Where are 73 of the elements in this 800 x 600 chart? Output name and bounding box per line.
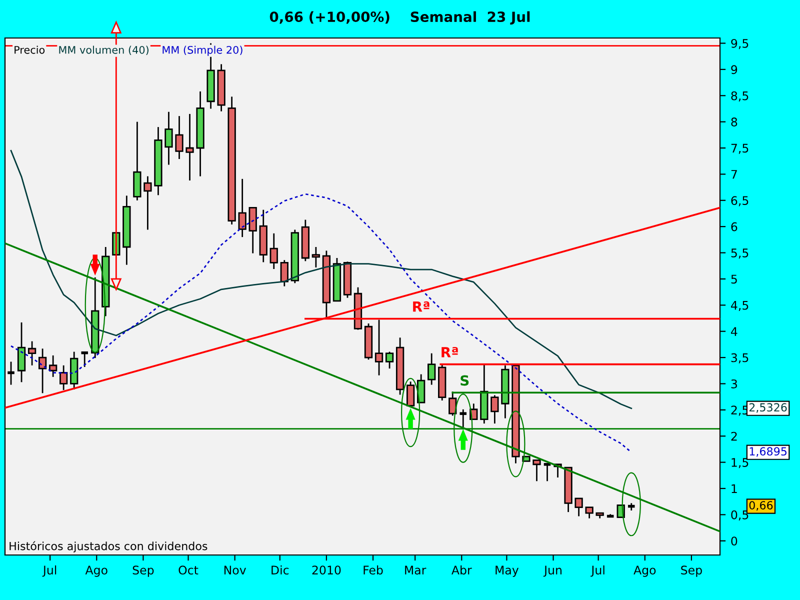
x-tick-label: Jun (543, 566, 562, 577)
candlestick (417, 374, 426, 404)
candlestick (448, 390, 457, 416)
annotation: S (460, 375, 469, 386)
candlestick (164, 111, 173, 166)
y-tick-label: 3 (731, 379, 737, 388)
candlestick (60, 364, 68, 391)
candlestick (585, 506, 594, 520)
y-tick-label: 5 (731, 274, 737, 284)
line-series (10, 150, 632, 410)
candlestick (238, 178, 246, 238)
y-tick-label: 7,5 (731, 144, 748, 154)
x-tick-label: Mar (405, 566, 426, 575)
line-series (10, 193, 632, 454)
candlestick (280, 259, 288, 287)
y-tick-label: 4 (730, 327, 738, 336)
candlestick (144, 176, 152, 230)
y-tick-label: 9 (731, 65, 738, 74)
text: MM (Simple 20) (162, 46, 242, 56)
chart-title: 0,66 (+10,00%) Semanal 23 Jul (270, 11, 530, 25)
candlestick (17, 322, 26, 383)
candlestick (80, 351, 90, 368)
y-tick-label: 7 (731, 170, 737, 179)
x-tick-label: Sep (132, 566, 154, 577)
x-tick-label: 2010 (312, 566, 341, 575)
x-tick-label: Dic (272, 565, 289, 575)
y-tick-label: 8 (731, 118, 738, 126)
y-tick-label: 6,5 (731, 196, 748, 206)
y-tick-label: 2 (731, 432, 737, 441)
x-tick-label: Jul (590, 565, 604, 577)
candlestick (490, 394, 499, 424)
y-tick-label: 9,5 (731, 38, 748, 50)
annotation: Históricos ajustados con dividendos (10, 541, 208, 552)
x-tick-label: Sep (681, 566, 702, 577)
candlestick (458, 408, 468, 428)
candlestick (270, 232, 278, 270)
annotation: Rª (442, 346, 458, 358)
candlestick (385, 351, 394, 370)
y-tick-label: 5,5 (731, 248, 748, 259)
text: Precio (14, 46, 45, 54)
x-tick-label: May (496, 566, 519, 577)
y-tick-label: 8,5 (731, 91, 748, 102)
candlestick (312, 246, 320, 268)
text: 0,66 (749, 501, 773, 511)
x-tick-label: Ago (85, 566, 108, 577)
x-tick-label: Jul (42, 565, 56, 577)
candlestick (574, 498, 583, 517)
candlestick (374, 319, 384, 376)
x-tick-label: Ago (634, 566, 656, 577)
y-tick-label: 6 (731, 222, 738, 232)
y-tick-label: 1,5 (732, 458, 748, 468)
candlestick (406, 380, 415, 406)
candlestick (248, 207, 257, 254)
y-tick-label: 1 (732, 484, 737, 493)
candlestick (6, 361, 16, 386)
annotation: Rª (413, 301, 430, 312)
x-tick-label: Nov (224, 566, 246, 575)
candlestick (532, 459, 541, 482)
y-tick-label: 4,5 (730, 301, 748, 311)
y-tick-label: 0,5 (731, 510, 748, 521)
x-tick-label: Abr (452, 565, 472, 575)
candlestick (175, 115, 184, 160)
candlestick (428, 352, 436, 386)
y-tick-label: 3,5 (731, 353, 748, 364)
text: 2,5326 (749, 403, 787, 413)
text: MM volumen (40) (59, 46, 148, 56)
candlestick (48, 354, 58, 378)
candlestick (186, 113, 194, 182)
candlestick (28, 340, 36, 366)
x-tick-label: Oct (178, 566, 198, 575)
y-tick-label: 0 (731, 536, 738, 546)
x-tick-label: Feb (364, 565, 383, 575)
text: 1,6895 (750, 447, 787, 457)
